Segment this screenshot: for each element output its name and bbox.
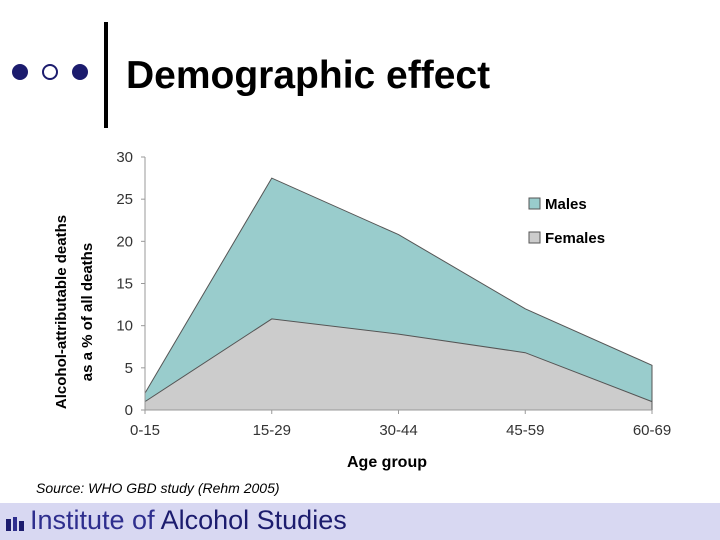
x-tick-label: 45-59: [506, 422, 544, 439]
x-tick-label: 60-69: [633, 422, 671, 439]
page-title: Demographic effect: [126, 54, 491, 97]
footer-text-part2: Alcohol Studies: [160, 505, 347, 535]
y-tick-label: 25: [116, 191, 133, 208]
x-axis-title: Age group: [347, 454, 427, 471]
x-ticks: 0-15 15-29 30-44 45-59 60-69: [130, 410, 671, 439]
legend-swatch-females: [528, 231, 541, 244]
chart-areas: [144, 177, 653, 411]
institute-logo-icon: [6, 517, 24, 531]
footer-organization-name: Institute of Alcohol Studies: [30, 505, 347, 536]
chart-legend: Males Females: [528, 196, 605, 247]
title-bullet-dots: [10, 64, 100, 86]
legend-swatch-males: [528, 197, 541, 210]
footer-text-part1: Institute of: [30, 505, 155, 535]
y-tick-label: 20: [116, 233, 133, 250]
y-tick-label: 0: [125, 402, 133, 419]
y-ticks: 0 5 10 15 20 25 30: [116, 149, 145, 419]
y-tick-label: 30: [116, 149, 133, 166]
legend-label-males: Males: [545, 196, 587, 213]
source-text: WHO GBD study (Rehm 2005): [88, 480, 280, 496]
y-axis-title-line1: Alcohol-attributable deaths: [53, 215, 70, 409]
x-tick-label: 30-44: [379, 422, 417, 439]
area-series-females: [144, 318, 653, 411]
source-label: Source:: [36, 480, 85, 496]
y-tick-label: 5: [125, 360, 133, 377]
x-tick-label: 15-29: [253, 422, 291, 439]
source-note: Source: WHO GBD study (Rehm 2005): [36, 480, 280, 496]
footer-bar: [0, 503, 720, 540]
y-axis-title-line2: as a % of all deaths: [79, 243, 96, 381]
title-divider: [104, 22, 108, 128]
legend-label-females: Females: [545, 230, 605, 247]
filled-dot-icon: [72, 64, 88, 80]
filled-dot-icon: [12, 64, 28, 80]
x-tick-label: 0-15: [130, 422, 160, 439]
hollow-dot-icon: [42, 64, 58, 80]
y-tick-label: 10: [116, 318, 133, 335]
y-tick-label: 15: [116, 276, 133, 293]
